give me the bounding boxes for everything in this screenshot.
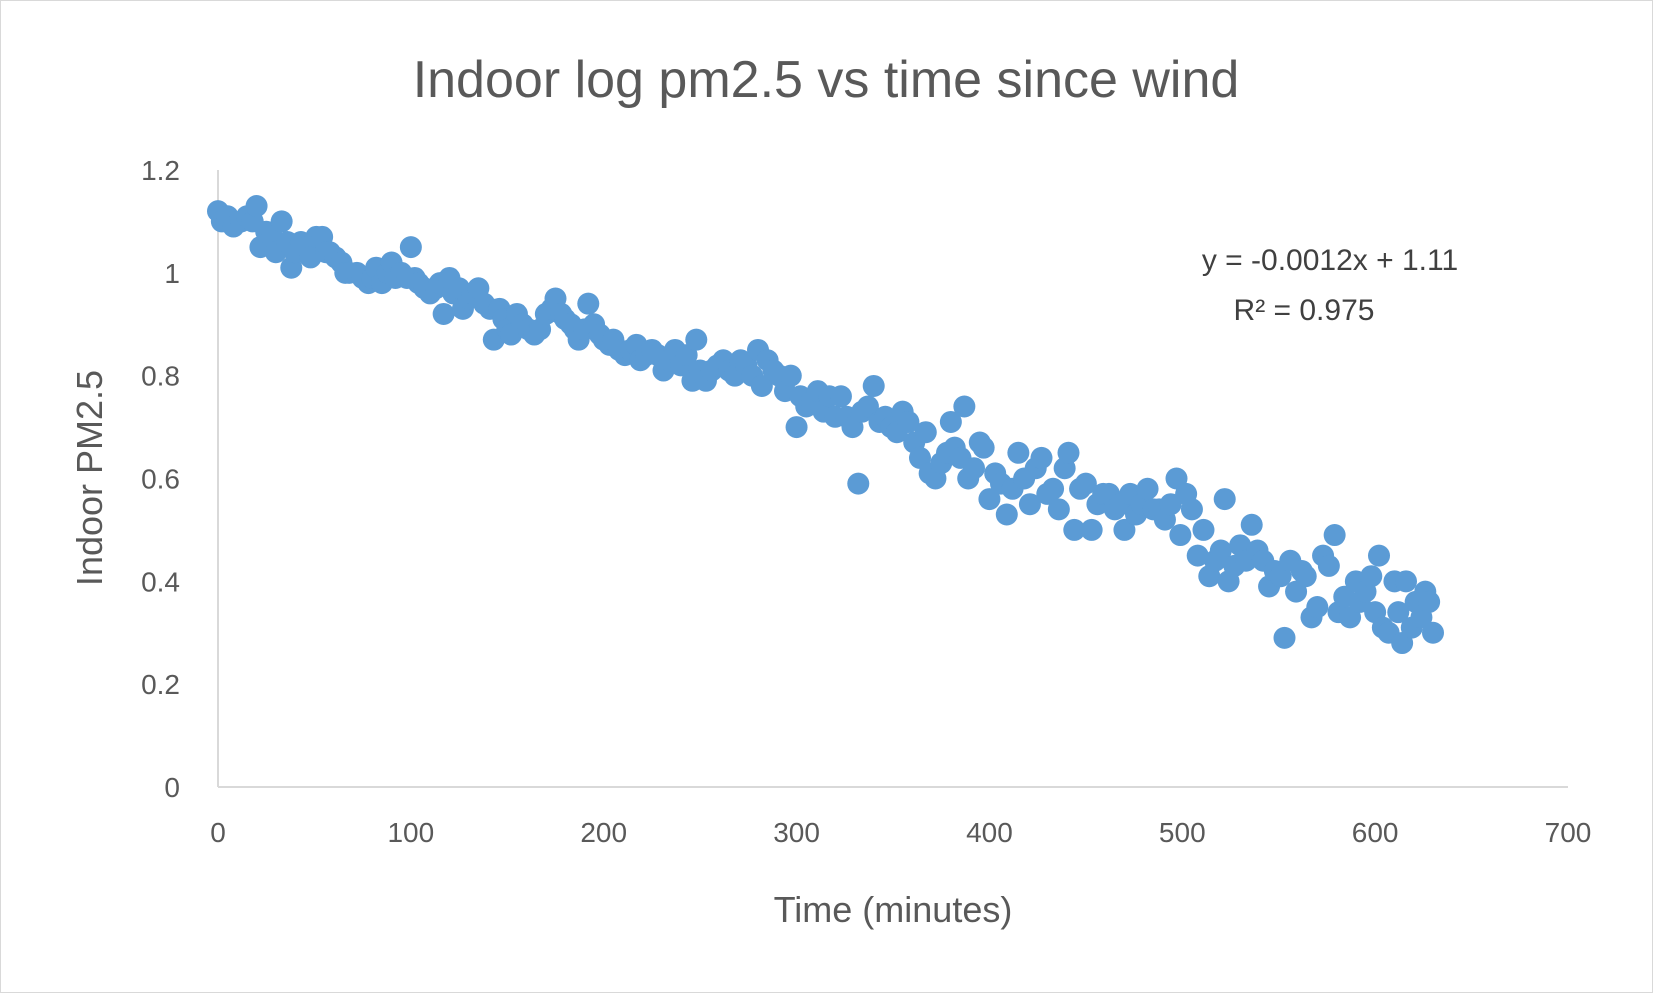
data-point [1209, 539, 1232, 562]
chart-title: Indoor log pm2.5 vs time since wind [413, 51, 1240, 109]
y-tick-label: 0.8 [141, 361, 180, 392]
x-tick-label: 200 [580, 817, 627, 848]
data-point [1368, 544, 1390, 567]
data-point [1418, 590, 1441, 613]
trendline-r-squared: R² = 0.975 [1234, 294, 1375, 327]
data-point [963, 457, 985, 480]
trendline-equation: y = -0.0012x + 1.11 [1202, 244, 1458, 277]
data-point [1074, 472, 1097, 495]
data-point [1018, 493, 1041, 516]
x-tick-labels: 0 100 200 300 400 500 600 700 [210, 817, 1591, 848]
data-point [270, 210, 293, 233]
data-point [1273, 626, 1296, 649]
x-tick-label: 100 [387, 817, 434, 848]
y-tick-label: 0.2 [141, 669, 180, 700]
data-point [1240, 513, 1263, 536]
x-tick-label: 300 [773, 817, 820, 848]
data-point [1159, 493, 1182, 516]
data-point [1030, 446, 1053, 469]
data-point [1387, 601, 1410, 624]
data-point [1080, 518, 1103, 541]
data-point [1422, 621, 1444, 644]
data-point [1306, 596, 1329, 619]
data-point [750, 374, 773, 397]
data-point [432, 302, 455, 325]
data-point [779, 364, 802, 387]
data-point [862, 374, 885, 397]
data-point [1317, 554, 1340, 577]
data-point [1186, 544, 1209, 567]
y-tick-label: 0 [164, 772, 180, 803]
data-point [785, 416, 808, 439]
data-point [1213, 488, 1236, 511]
data-point [1323, 524, 1346, 547]
data-point [1136, 477, 1159, 500]
data-point [856, 395, 879, 418]
data-point [1047, 498, 1070, 521]
data-point [1180, 498, 1203, 521]
y-tick-labels: 0 0.2 0.4 0.6 0.8 1 1.2 [141, 155, 180, 803]
y-tick-label: 0.4 [141, 566, 180, 597]
data-point [972, 436, 995, 459]
data-points [207, 194, 1444, 655]
data-point [1360, 565, 1383, 588]
data-point [1294, 565, 1317, 588]
data-point [1007, 441, 1030, 464]
y-tick-label: 1.2 [141, 155, 180, 186]
data-point [897, 410, 920, 433]
data-point [978, 488, 1001, 511]
data-point [1192, 518, 1215, 541]
data-point [1113, 518, 1136, 541]
data-point [847, 472, 870, 495]
data-point [399, 236, 422, 259]
x-tick-label: 400 [966, 817, 1013, 848]
x-tick-label: 600 [1352, 817, 1399, 848]
y-axis-title: Indoor PM2.5 [69, 370, 110, 586]
data-point [577, 292, 600, 315]
data-point [685, 328, 708, 351]
data-point [995, 503, 1018, 526]
data-point [829, 385, 852, 408]
data-point [1395, 570, 1417, 593]
y-tick-label: 1 [164, 258, 180, 289]
x-tick-label: 0 [210, 817, 226, 848]
data-point [245, 194, 268, 217]
data-point [939, 410, 962, 433]
data-point [914, 421, 937, 444]
x-tick-label: 500 [1159, 817, 1206, 848]
x-axis-title: Time (minutes) [774, 889, 1013, 930]
x-tick-label: 700 [1545, 817, 1592, 848]
data-point [1057, 441, 1080, 464]
y-tick-label: 0.6 [141, 464, 180, 495]
data-point [1169, 524, 1192, 547]
data-point [1063, 518, 1086, 541]
data-point [953, 395, 976, 418]
data-point [1042, 477, 1065, 500]
